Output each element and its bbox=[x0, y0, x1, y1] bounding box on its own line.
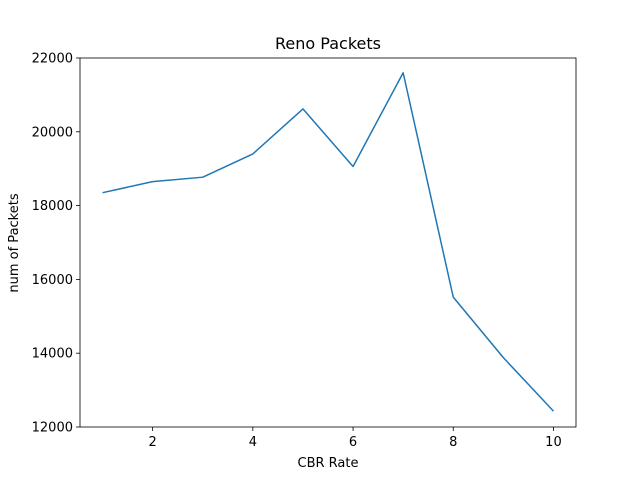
x-axis-label: CBR Rate bbox=[298, 456, 359, 471]
x-tick-label: 10 bbox=[545, 435, 562, 450]
y-axis-label: num of Packets bbox=[7, 193, 22, 292]
y-tick-label: 12000 bbox=[32, 421, 73, 436]
chart-title: Reno Packets bbox=[275, 34, 381, 53]
x-axis: 2 4 6 8 10 bbox=[149, 427, 562, 450]
plot-area bbox=[79, 57, 577, 428]
series-line bbox=[102, 72, 554, 412]
y-axis: 12000 14000 16000 18000 20000 22000 bbox=[32, 52, 80, 436]
x-tick-label: 2 bbox=[149, 435, 157, 450]
y-tick-label: 14000 bbox=[32, 347, 73, 362]
y-tick-label: 22000 bbox=[32, 52, 73, 67]
y-tick-label: 20000 bbox=[32, 125, 73, 140]
y-tick-label: 16000 bbox=[32, 273, 73, 288]
x-tick-label: 6 bbox=[349, 435, 357, 450]
plot-frame bbox=[79, 57, 577, 428]
x-tick-label: 8 bbox=[449, 435, 457, 450]
x-tick-label: 4 bbox=[249, 435, 257, 450]
y-tick-label: 18000 bbox=[32, 199, 73, 214]
